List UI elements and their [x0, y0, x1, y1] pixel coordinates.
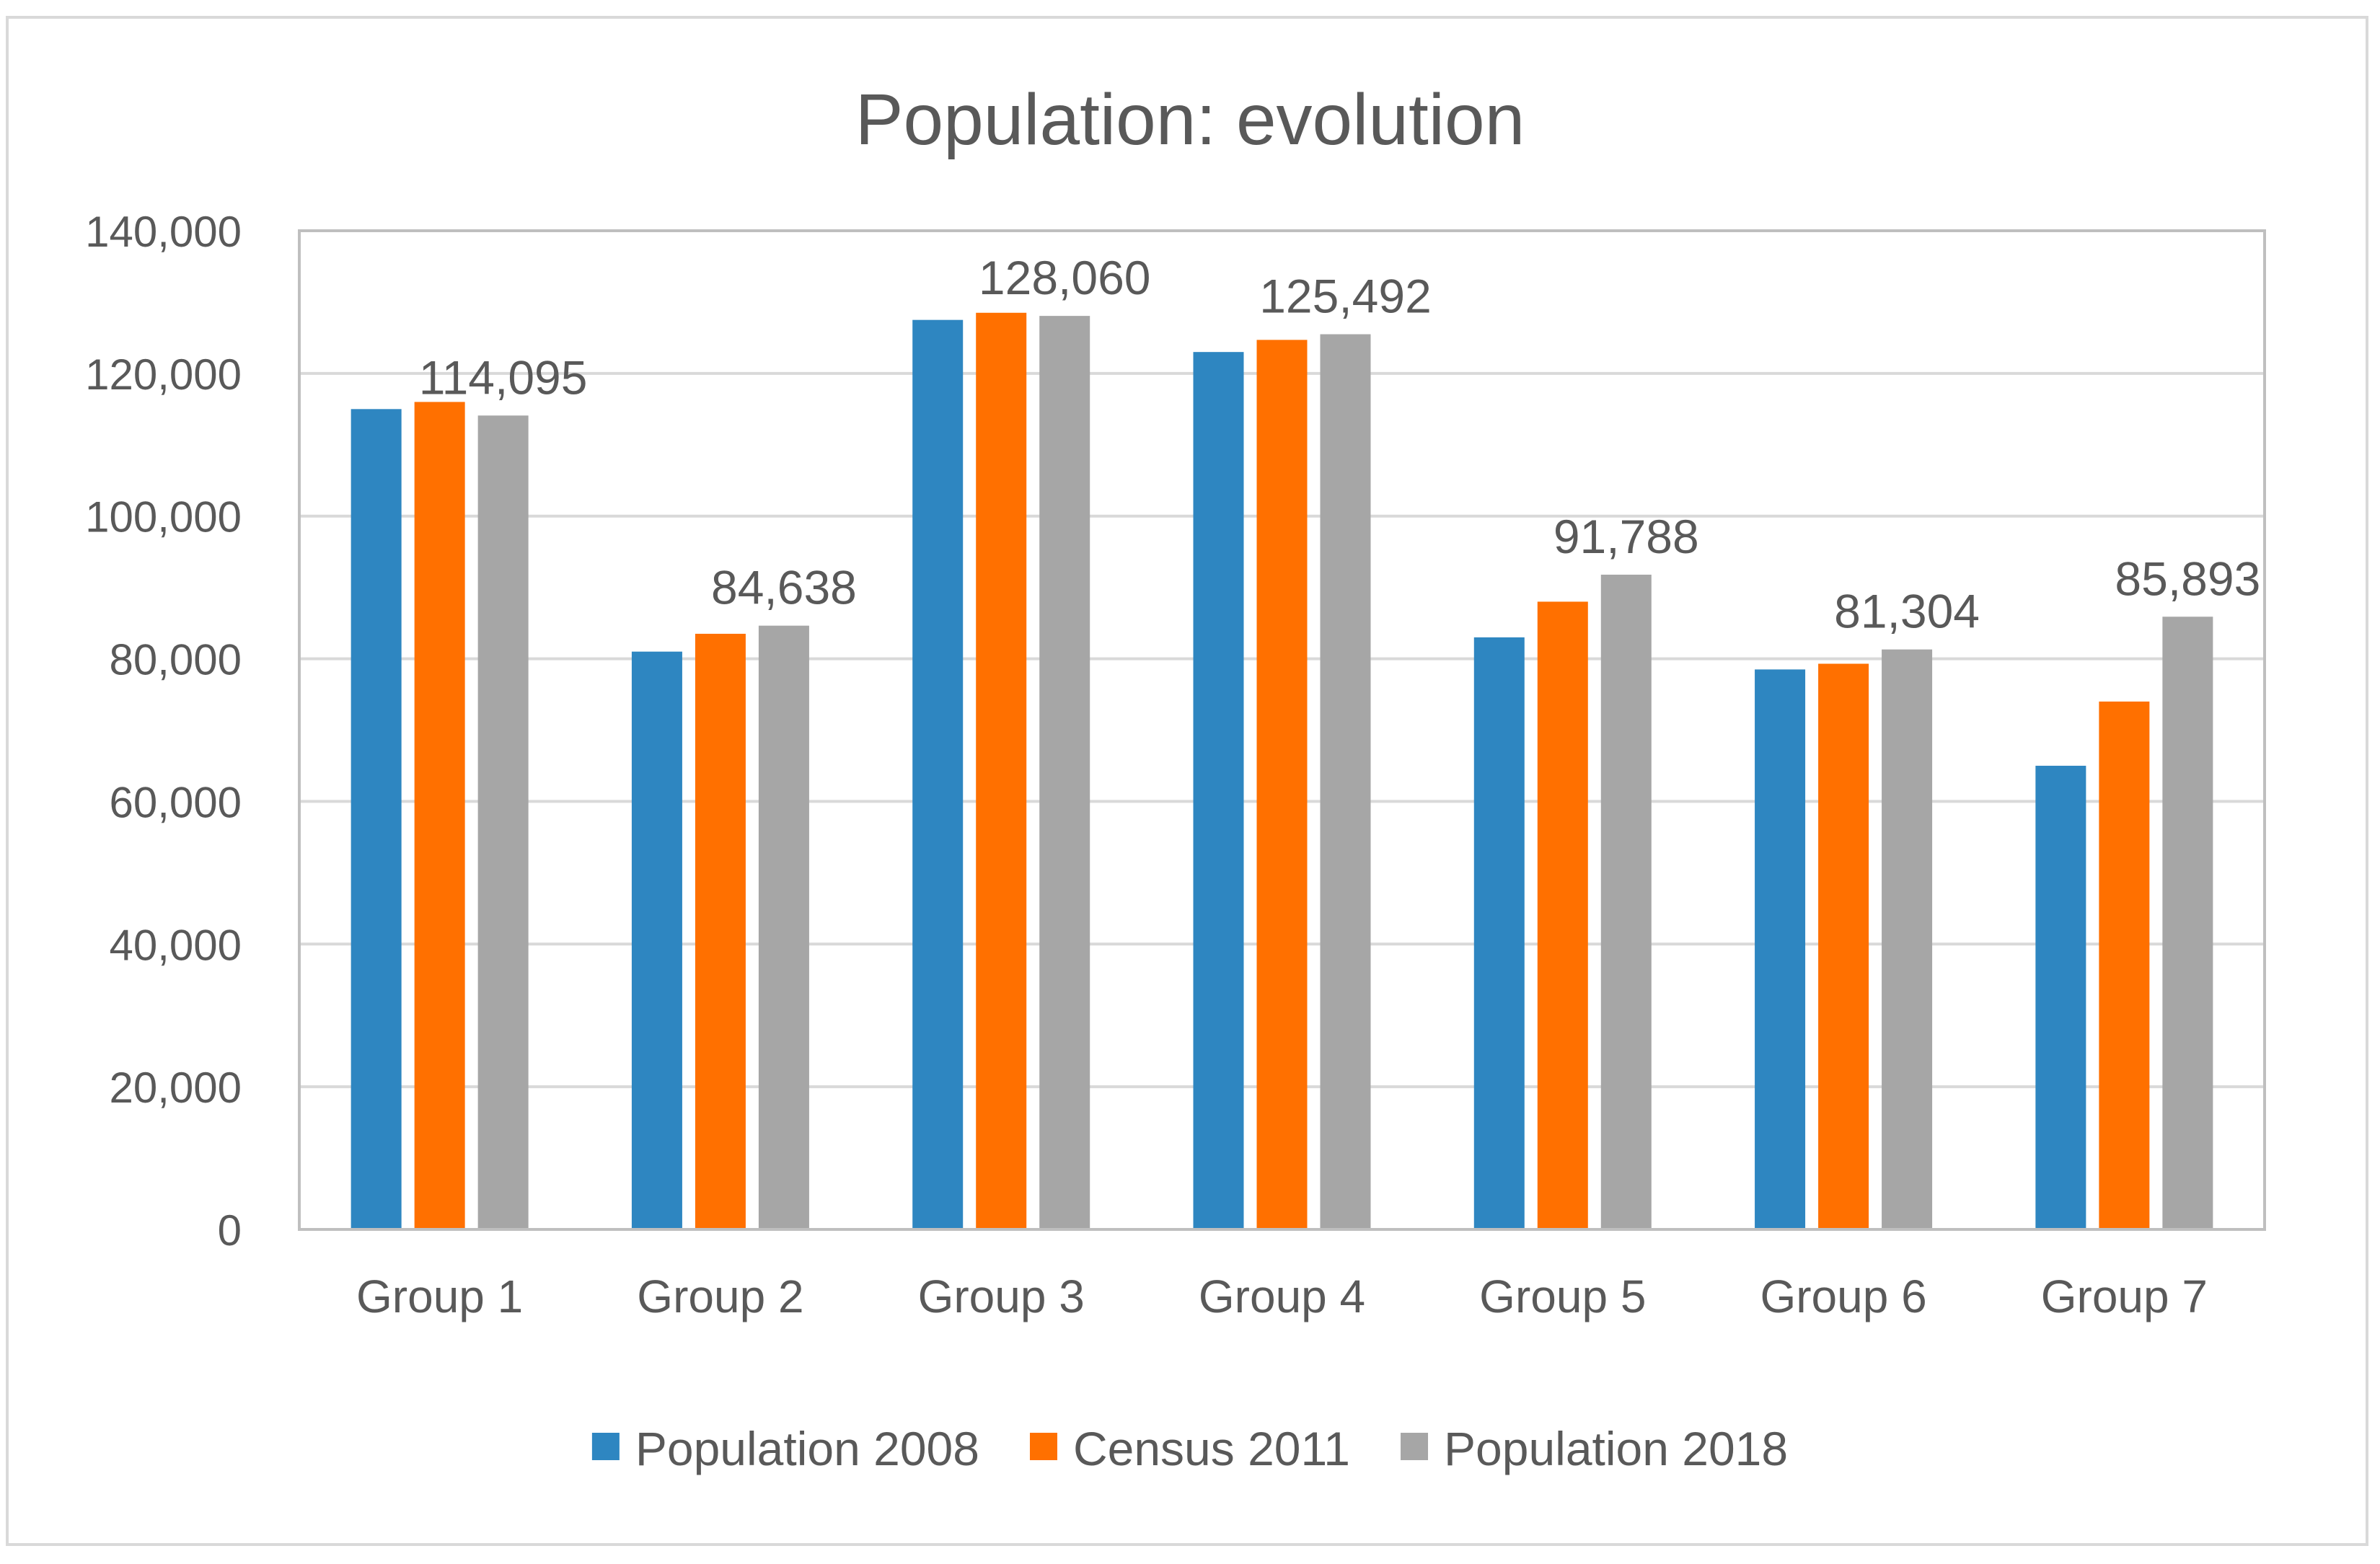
bar	[1537, 601, 1588, 1229]
x-tick-label: Group 1	[356, 1271, 523, 1322]
data-label: 125,492	[1259, 270, 1432, 323]
legend-label: Population 2008	[635, 1422, 979, 1475]
y-tick-label: 80,000	[109, 636, 242, 684]
y-tick-label: 60,000	[109, 778, 242, 826]
legend-swatch	[591, 1433, 620, 1460]
bar	[2035, 765, 2086, 1229]
y-tick-label: 140,000	[85, 208, 242, 256]
bar	[695, 633, 746, 1229]
bars	[351, 312, 2213, 1230]
bar	[351, 409, 402, 1229]
bar	[1256, 340, 1308, 1229]
x-tick-label: Group 6	[1760, 1271, 1926, 1322]
bar	[631, 651, 682, 1229]
bar	[758, 625, 809, 1229]
y-tick-label: 100,000	[85, 493, 242, 542]
data-label: 91,788	[1553, 510, 1699, 563]
bar	[477, 415, 529, 1230]
bar	[1755, 669, 1806, 1229]
bar	[1600, 574, 1652, 1229]
legend-swatch	[1029, 1433, 1057, 1460]
bar	[1473, 637, 1525, 1229]
data-labels: 114,095 84,638 128,060 125,492 91,788 81,304 8…	[419, 251, 2260, 638]
legend-label: Population 2018	[1444, 1422, 1788, 1475]
bar	[1193, 352, 1244, 1229]
bar	[1818, 663, 1869, 1229]
data-label: 114,095	[419, 350, 588, 404]
plot-area-border	[298, 229, 2266, 1231]
x-tick-label: Group 2	[637, 1271, 803, 1322]
bar	[1039, 316, 1090, 1229]
x-axis-ticks: Group 1 Group 2 Group 3 Group 4 Group 5 Group…	[356, 1271, 2208, 1322]
y-tick-label: 120,000	[85, 350, 242, 399]
x-tick-label: Group 4	[1199, 1271, 1365, 1322]
legend-swatch	[1401, 1433, 1429, 1460]
bar	[1882, 649, 1933, 1229]
bar	[1320, 334, 1371, 1229]
bar	[976, 312, 1027, 1230]
bar	[2099, 701, 2150, 1229]
bar	[414, 402, 465, 1229]
x-tick-label: Group 7	[2041, 1271, 2208, 1322]
data-label: 85,893	[2115, 552, 2260, 605]
y-tick-label: 20,000	[109, 1064, 242, 1112]
bar	[2162, 617, 2213, 1229]
chart-title: Population: evolution	[855, 79, 1525, 160]
legend: Population 2008 Census 2011 Population 201…	[591, 1422, 1788, 1475]
legend-label: Census 2011	[1073, 1422, 1350, 1475]
x-tick-label: Group 5	[1479, 1271, 1646, 1322]
data-label: 84,638	[711, 561, 857, 614]
data-label: 81,304	[1834, 585, 1980, 638]
data-label: 128,060	[979, 251, 1151, 304]
x-tick-label: Group 3	[918, 1271, 1085, 1322]
bar	[912, 319, 964, 1230]
y-tick-label: 40,000	[109, 921, 242, 969]
y-axis-ticks: 0 20,000 40,000 60,000 80,000 100,000 120,000 1…	[85, 208, 242, 1255]
y-tick-label: 0	[218, 1206, 242, 1255]
